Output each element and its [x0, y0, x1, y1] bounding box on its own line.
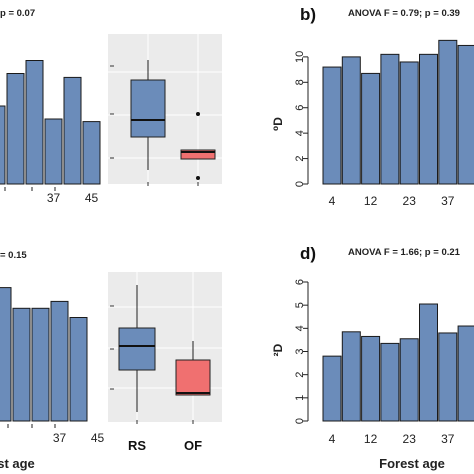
- y-tick-label: 0: [294, 418, 306, 424]
- panel-title: ANOVA F = 1.66; p = 0.21: [348, 247, 461, 258]
- y-tick-label: 8: [294, 79, 306, 85]
- bar-5: [419, 303, 438, 422]
- bar-4: [69, 317, 88, 422]
- bar-1: [341, 331, 361, 422]
- bar-4: [399, 338, 419, 422]
- bar-3: [44, 118, 63, 185]
- x-tick-label: 4: [329, 194, 336, 208]
- panel-bottom-left-boxplot: RS OF: [108, 272, 222, 453]
- bar-0: [0, 287, 12, 422]
- panel-b: 024681041223374(ANOVA F = 0.79; p = 0.39…: [271, 5, 474, 208]
- box: [180, 149, 216, 160]
- bar-4: [399, 61, 419, 185]
- y-tick-label: 3: [294, 348, 306, 354]
- bar-7: [457, 44, 474, 185]
- y-tick-label: 2: [294, 372, 306, 378]
- bar-0: [0, 105, 6, 185]
- x-tick-label: 37: [47, 191, 61, 205]
- bar-0: [322, 355, 342, 422]
- bar-2: [361, 335, 381, 422]
- y-tick-label: 0: [294, 181, 306, 187]
- panel-title: ANOVA F = 0.79; p = 0.39: [348, 8, 460, 19]
- panel-top-left: 37 45 p = 0.07: [0, 8, 101, 205]
- bar-6: [438, 39, 458, 185]
- outlier-point: [196, 176, 200, 180]
- y-axis-label: ²D: [271, 343, 285, 356]
- x-tick-label: 23: [403, 194, 417, 208]
- x-tick-label: 37: [441, 432, 455, 446]
- x-tick-label: 12: [364, 194, 378, 208]
- x-tick-label: 4: [329, 432, 336, 446]
- y-tick-label: 4: [294, 130, 306, 136]
- box: [118, 327, 156, 371]
- box: [130, 79, 166, 138]
- y-tick-label: 6: [294, 279, 306, 285]
- x-tick-label: 37: [441, 194, 455, 208]
- y-tick-label: 10: [294, 51, 306, 63]
- bar-2: [361, 72, 381, 185]
- bar-1: [341, 56, 361, 185]
- panel-top-left-boxplot: [108, 34, 222, 186]
- bar-4: [63, 76, 82, 185]
- x-tick-label: 12: [364, 432, 378, 446]
- bar-1: [12, 307, 31, 422]
- x-axis-label: Forest age: [379, 456, 445, 471]
- panel-title: = 0.15: [0, 250, 27, 261]
- x-axis-label: st age: [0, 456, 35, 471]
- y-tick-label: 5: [294, 302, 306, 308]
- panel-label: d): [300, 244, 316, 263]
- bar-7: [457, 325, 474, 422]
- x-tick-label: OF: [184, 438, 202, 453]
- bar-6: [438, 332, 458, 422]
- bar-3: [380, 53, 400, 185]
- bar-3: [380, 342, 400, 422]
- bar-3: [50, 300, 69, 422]
- y-tick-label: 4: [294, 325, 306, 331]
- bar-5: [82, 121, 101, 185]
- bar-2: [31, 307, 50, 422]
- y-tick-label: 1: [294, 395, 306, 401]
- box: [175, 359, 211, 396]
- bar-1: [6, 73, 25, 185]
- x-tick-label: 23: [403, 432, 417, 446]
- outlier-point: [196, 112, 200, 116]
- x-tick-label: 45: [85, 191, 99, 205]
- y-tick-label: 2: [294, 156, 306, 162]
- panel-title: p = 0.07: [0, 8, 35, 19]
- x-tick-label: 45: [91, 431, 105, 445]
- y-tick-label: 6: [294, 105, 306, 111]
- x-tick-label: 37: [53, 431, 67, 445]
- panel-d: 012345641223374(ANOVA F = 1.66; p = 0.21…: [271, 244, 474, 471]
- bar-0: [322, 66, 342, 185]
- panel-bottom-left: 37 45 = 0.15 st age: [0, 250, 104, 471]
- y-axis-label: ⁰D: [271, 117, 285, 131]
- bar-5: [419, 53, 438, 185]
- panel-label: b): [300, 5, 316, 24]
- bar-2: [25, 60, 44, 185]
- x-tick-label: RS: [128, 438, 146, 453]
